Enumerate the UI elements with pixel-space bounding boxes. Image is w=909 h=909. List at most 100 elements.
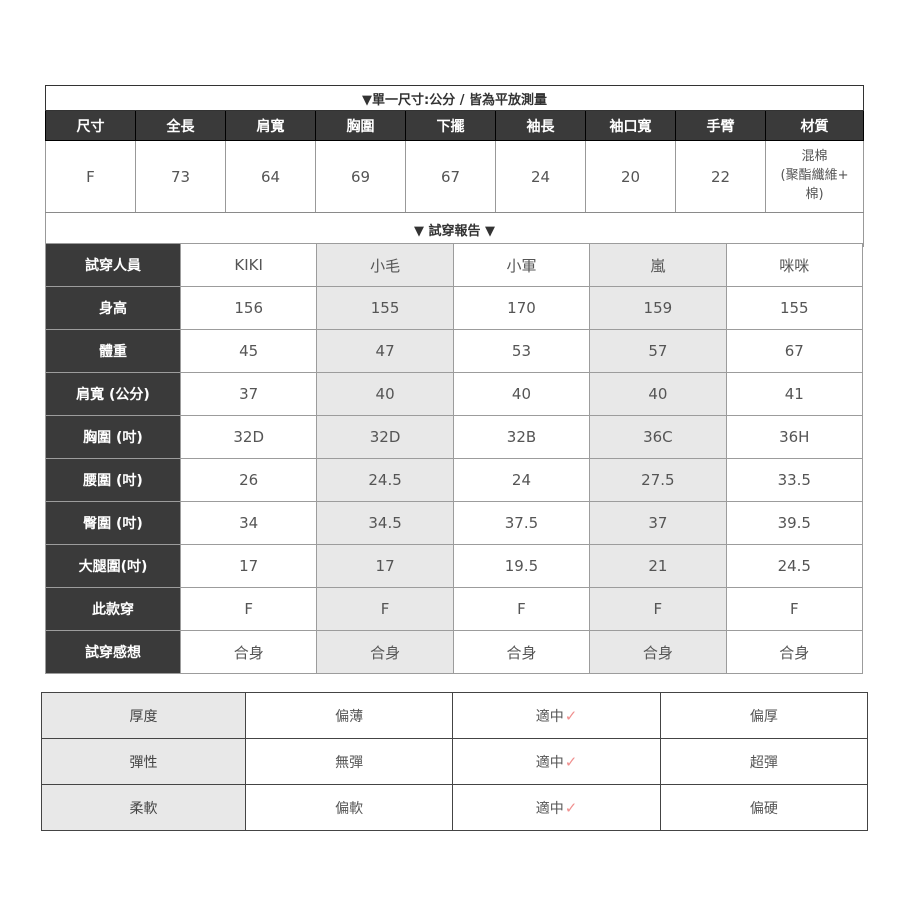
size-table-header-row: 尺寸 全長 肩寬 胸圍 下擺 袖長 袖口寬 手臂 材質 [45,110,864,141]
cell-value: 32D [316,415,454,459]
row-label: 此款穿 [45,587,181,631]
size-header-cell: 胸圍 [315,110,406,141]
tester-name: 小毛 [316,243,454,287]
cell-value: 17 [179,544,318,588]
table-row: 柔軟 偏軟 適中✓ 偏硬 [41,784,869,831]
size-header-cell: 下擺 [405,110,496,141]
row-label: 胸圍 (吋) [45,415,181,459]
cell-value: 47 [316,329,454,373]
cell-value: 57 [589,329,727,373]
cell-value: 170 [452,286,591,330]
size-header-cell: 肩寬 [225,110,316,141]
size-table-title: ▼單一尺寸:公分 / 皆為平放測量 [45,85,864,111]
cell-value: 26 [179,458,318,502]
property-label: 彈性 [41,738,246,785]
property-label: 柔軟 [41,784,246,831]
size-value-cell: 67 [405,140,496,213]
cell-value: 40 [316,372,454,416]
table-row: 試穿感想 合身 合身 合身 合身 合身 [45,630,864,674]
check-icon: ✓ [564,798,578,817]
material-cell: 混棉 (聚酯纖維+ 棉) [765,140,864,213]
size-table: ▼單一尺寸:公分 / 皆為平放測量 尺寸 全長 肩寬 胸圍 下擺 袖長 袖口寬 … [45,85,864,247]
row-label: 腰圍 (吋) [45,458,181,502]
cell-value: 155 [316,286,454,330]
report-title: ▼ 試穿報告 ▼ [45,212,864,247]
cell-value: 34 [179,501,318,545]
property-option-checked: 適中✓ [452,738,661,785]
cell-value: 32B [452,415,591,459]
size-value-cell: F [45,140,136,213]
size-value-cell: 73 [135,140,226,213]
size-value-cell: 20 [585,140,676,213]
cell-value: 27.5 [589,458,727,502]
property-option-text: 適中 [535,800,564,817]
cell-value: 36C [589,415,727,459]
cell-value: 156 [179,286,318,330]
cell-value: 37.5 [452,501,591,545]
cell-value: 34.5 [316,501,454,545]
size-table-title-row: ▼單一尺寸:公分 / 皆為平放測量 [45,85,864,111]
cell-value: 24.5 [316,458,454,502]
size-value-cell: 24 [495,140,586,213]
cell-value: F [452,587,591,631]
tester-name: 咪咪 [725,243,864,287]
check-icon: ✓ [564,706,578,725]
check-icon: ✓ [564,752,578,771]
cell-value: 24.5 [725,544,864,588]
row-label: 身高 [45,286,181,330]
cell-value: 41 [725,372,864,416]
tester-name: KIKI [179,243,318,287]
table-row: 胸圍 (吋) 32D 32D 32B 36C 36H [45,415,864,459]
fabric-property-table: 厚度 偏薄 適中✓ 偏厚 彈性 無彈 適中✓ 超彈 柔軟 偏軟 適中✓ 偏硬 [41,692,869,831]
property-option-checked: 適中✓ [452,692,661,739]
table-row: 厚度 偏薄 適中✓ 偏厚 [41,692,869,739]
table-row: 肩寬 (公分) 37 40 40 40 41 [45,372,864,416]
size-header-cell: 尺寸 [45,110,136,141]
fitting-report-table: 試穿人員 KIKI 小毛 小軍 嵐 咪咪 身高 156 155 170 159 … [45,243,864,674]
size-value-cell: 22 [675,140,766,213]
cell-value: 32D [179,415,318,459]
cell-value: 37 [179,372,318,416]
row-label: 肩寬 (公分) [45,372,181,416]
table-row: 試穿人員 KIKI 小毛 小軍 嵐 咪咪 [45,243,864,287]
table-row: 腰圍 (吋) 26 24.5 24 27.5 33.5 [45,458,864,502]
cell-value: 40 [452,372,591,416]
property-option: 偏厚 [659,692,869,739]
cell-value: 37 [589,501,727,545]
row-label: 大腿圍(吋) [45,544,181,588]
row-label: 體重 [45,329,181,373]
property-option: 偏軟 [244,784,454,831]
cell-value: 合身 [589,630,727,674]
cell-value: 合身 [316,630,454,674]
size-header-cell: 全長 [135,110,226,141]
table-row: 身高 156 155 170 159 155 [45,286,864,330]
tester-name: 小軍 [452,243,591,287]
cell-value: 24 [452,458,591,502]
size-table-value-row: F 73 64 69 67 24 20 22 混棉 (聚酯纖維+ 棉) [45,140,864,213]
property-option: 無彈 [244,738,454,785]
cell-value: 159 [589,286,727,330]
cell-value: 67 [725,329,864,373]
row-label: 試穿人員 [45,243,181,287]
property-option: 超彈 [659,738,869,785]
row-label: 試穿感想 [45,630,181,674]
cell-value: F [589,587,727,631]
cell-value: 19.5 [452,544,591,588]
size-header-cell: 袖口寬 [585,110,676,141]
cell-value: 155 [725,286,864,330]
cell-value: 33.5 [725,458,864,502]
tester-name: 嵐 [589,243,727,287]
cell-value: 40 [589,372,727,416]
table-row: 大腿圍(吋) 17 17 19.5 21 24.5 [45,544,864,588]
table-row: 此款穿 F F F F F [45,587,864,631]
property-option: 偏薄 [244,692,454,739]
size-header-cell: 手臂 [675,110,766,141]
cell-value: 17 [316,544,454,588]
cell-value: F [316,587,454,631]
cell-value: 53 [452,329,591,373]
size-header-cell: 材質 [765,110,864,141]
property-option-checked: 適中✓ [452,784,661,831]
cell-value: 21 [589,544,727,588]
size-value-cell: 69 [315,140,406,213]
